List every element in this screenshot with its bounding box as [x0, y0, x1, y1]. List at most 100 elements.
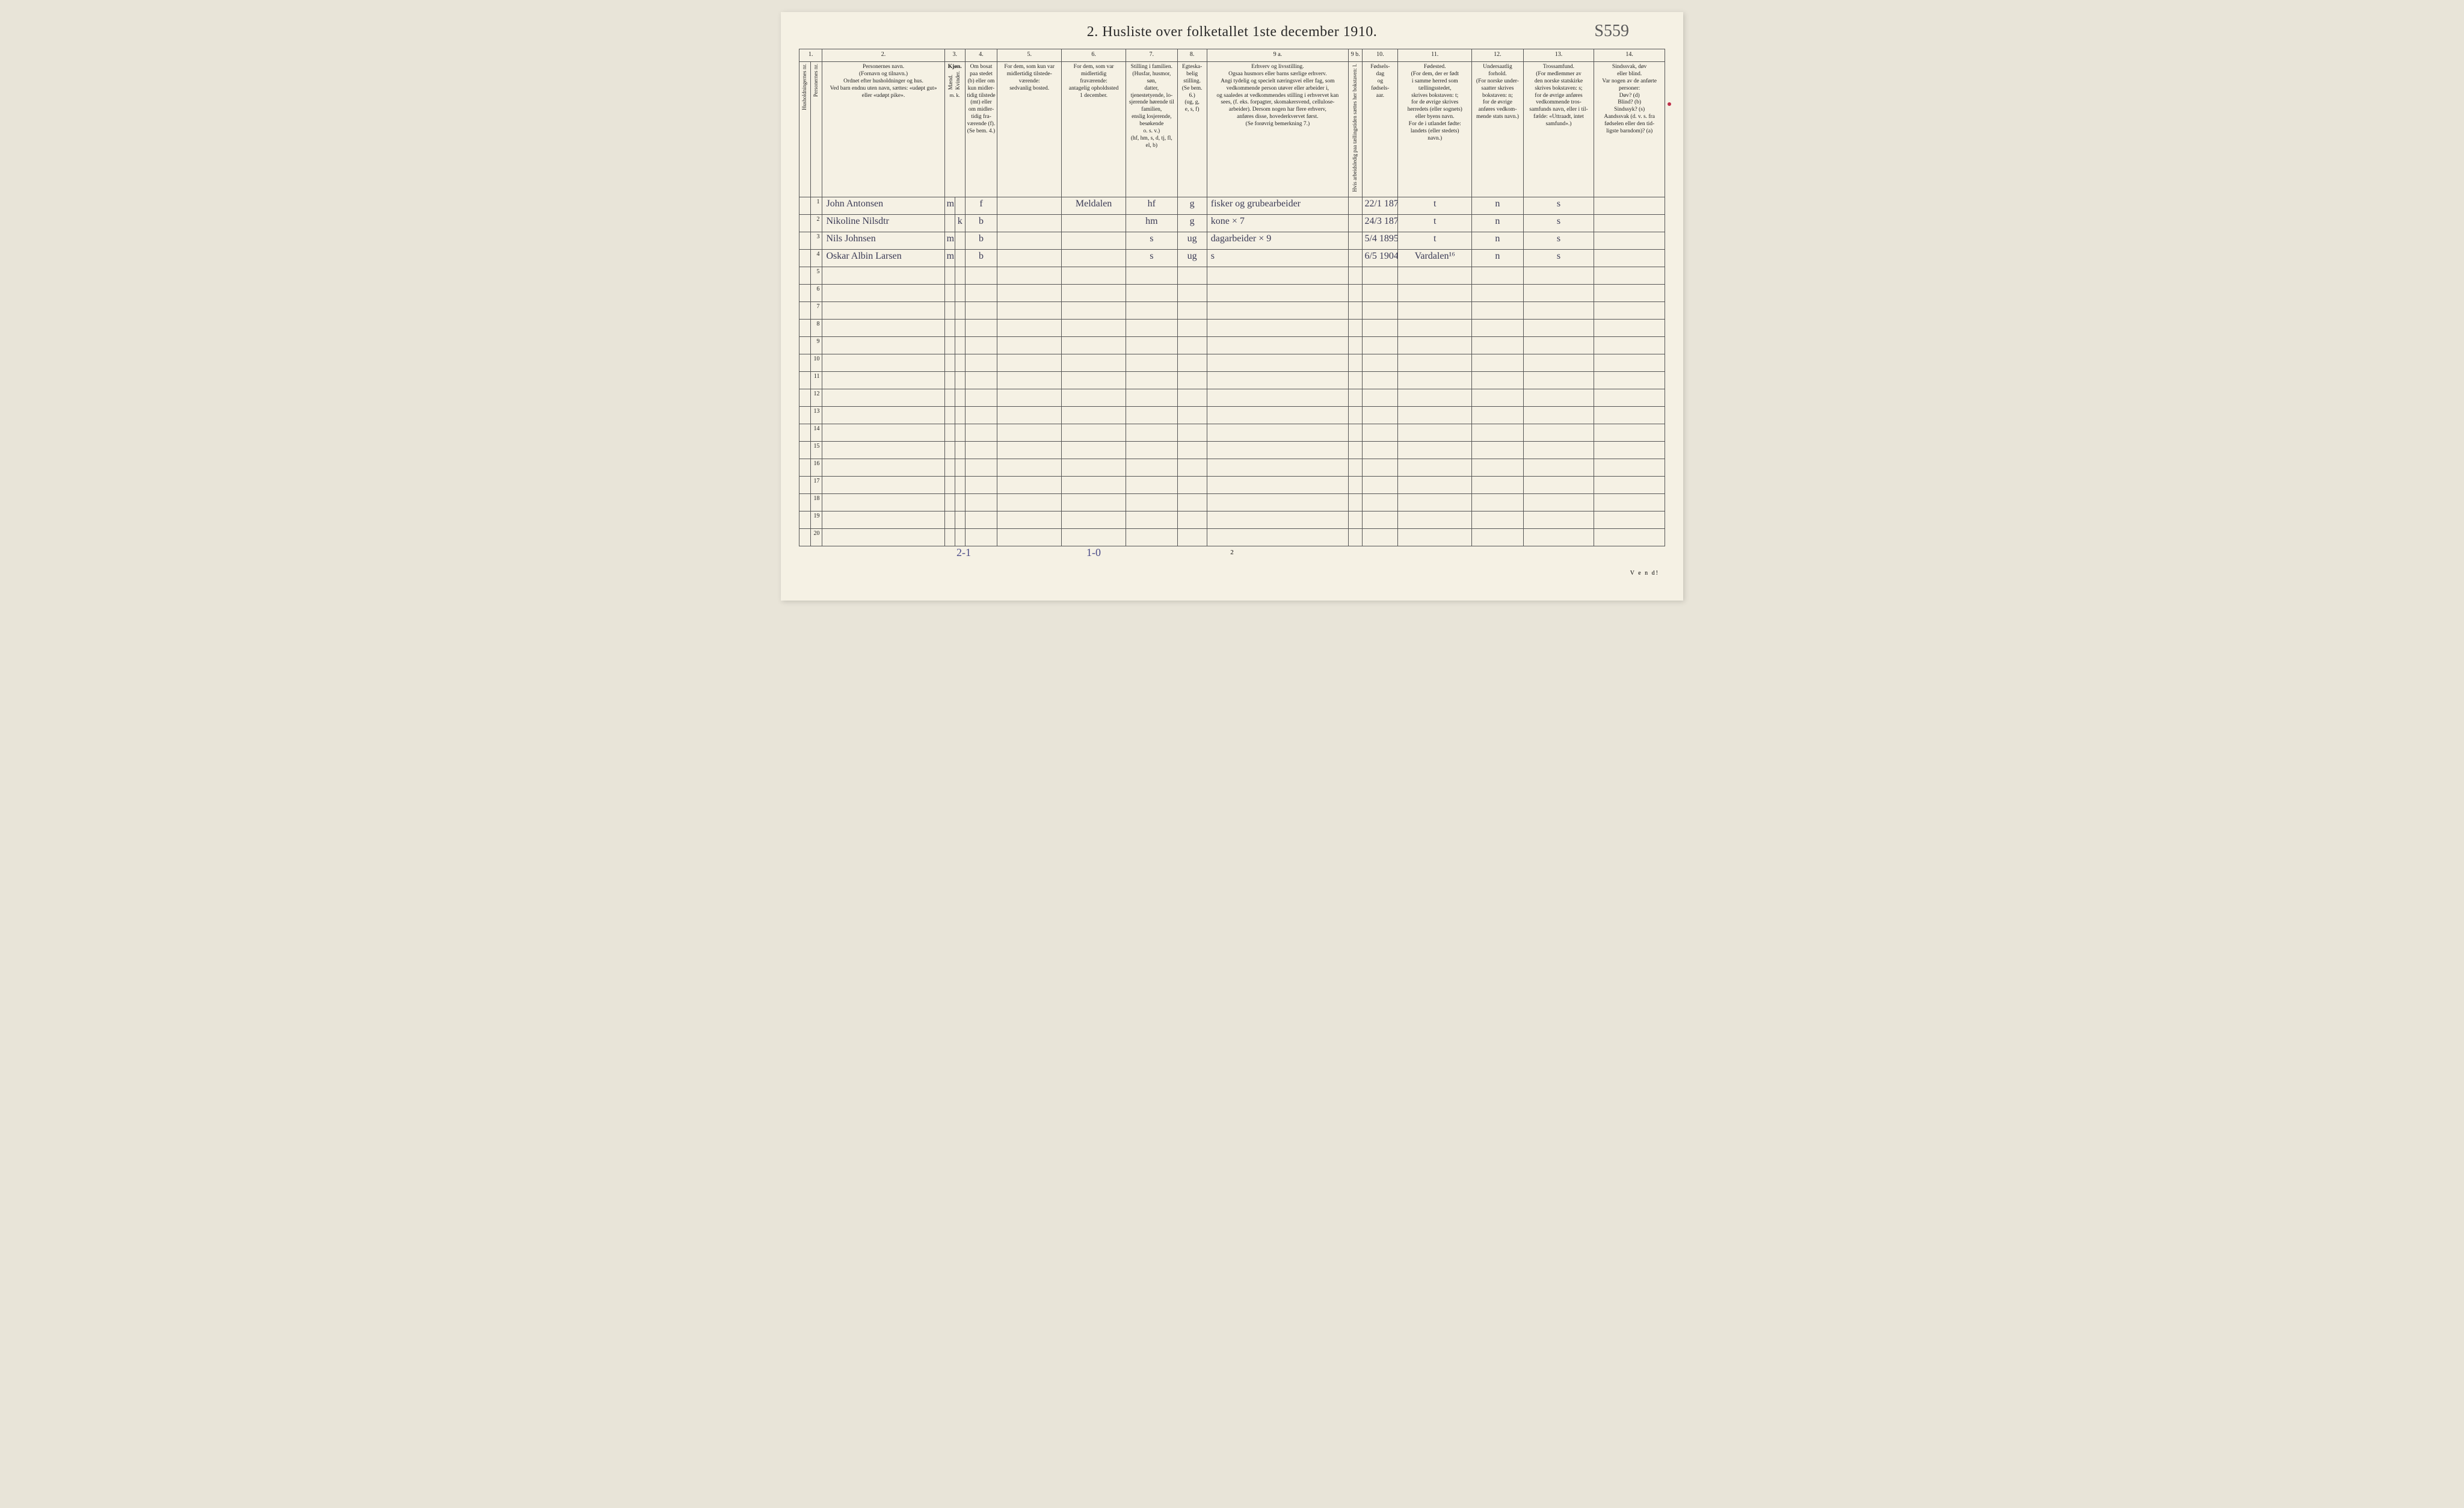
cell: m — [944, 197, 955, 214]
table-row: 1John AntonsenmfMeldalenhfgfisker og gru… — [799, 197, 1665, 214]
cell — [1207, 406, 1348, 424]
cell — [822, 354, 944, 371]
cell — [965, 493, 997, 511]
cell — [1594, 214, 1665, 232]
cell — [944, 371, 955, 389]
table-head: 1. 2. 3. 4. 5. 6. 7. 8. 9 a. 9 b. 10. 11… — [799, 49, 1665, 197]
cell: fisker og grubearbeider — [1207, 197, 1348, 214]
cell: n — [1472, 249, 1524, 267]
cell: 8 — [811, 319, 822, 336]
cell: 6/5 1904 — [1363, 249, 1398, 267]
cell — [799, 319, 811, 336]
cell — [1398, 476, 1472, 493]
table-row: 10 — [799, 354, 1665, 371]
cell — [1062, 354, 1126, 371]
cell: Meldalen — [1062, 197, 1126, 214]
cell — [955, 459, 965, 476]
cell — [1523, 493, 1594, 511]
cell — [965, 424, 997, 441]
cell: t — [1398, 197, 1472, 214]
cell — [955, 301, 965, 319]
cell — [799, 336, 811, 354]
cell — [997, 493, 1062, 511]
table-row: 2Nikoline Nilsdtrkbhmgkone × 724/3 1872t… — [799, 214, 1665, 232]
table-row: 17 — [799, 476, 1665, 493]
cell — [1126, 476, 1178, 493]
hdr-11: Fødested. (For dem, der er født i samme … — [1398, 62, 1472, 197]
cell — [1398, 441, 1472, 459]
cell: b — [965, 232, 997, 249]
hdr-8-label: Egteska- belig stilling. (Se bem. 6.) (u… — [1182, 64, 1203, 113]
cell: ug — [1177, 249, 1207, 267]
cell — [997, 441, 1062, 459]
cell — [1523, 528, 1594, 546]
cell — [1523, 319, 1594, 336]
colnum-2: 2. — [822, 49, 944, 62]
cell — [1126, 336, 1178, 354]
cell — [1523, 371, 1594, 389]
cell: Nils Johnsen — [822, 232, 944, 249]
cell — [1062, 214, 1126, 232]
cell — [1363, 354, 1398, 371]
cell — [997, 389, 1062, 406]
cell — [944, 441, 955, 459]
cell — [955, 371, 965, 389]
cell — [1348, 354, 1363, 371]
cell — [1207, 336, 1348, 354]
cell — [1472, 389, 1524, 406]
cell: t — [1398, 214, 1472, 232]
hdr-9b-label: Hvis arbeidsledig paa tællingstiden sætt… — [1352, 64, 1358, 192]
cell — [1363, 319, 1398, 336]
cell: g — [1177, 197, 1207, 214]
cell — [1472, 528, 1524, 546]
cell — [1177, 424, 1207, 441]
cell — [1363, 511, 1398, 528]
cell — [997, 336, 1062, 354]
cell — [1062, 232, 1126, 249]
cell — [1126, 424, 1178, 441]
hdr-6: For dem, som var midlertidig fraværende:… — [1062, 62, 1126, 197]
cell — [822, 493, 944, 511]
cell: s — [1126, 232, 1178, 249]
cell — [1207, 441, 1348, 459]
cell — [1594, 459, 1665, 476]
cell — [1594, 441, 1665, 459]
cell — [1594, 232, 1665, 249]
cell — [1472, 354, 1524, 371]
cell — [955, 493, 965, 511]
cell — [965, 301, 997, 319]
cell — [1348, 197, 1363, 214]
red-dot-mark — [1668, 102, 1671, 106]
cell — [822, 301, 944, 319]
cell — [1348, 511, 1363, 528]
cell — [1126, 319, 1178, 336]
cell — [955, 249, 965, 267]
cell — [965, 319, 997, 336]
cell: 17 — [811, 476, 822, 493]
hdr-12: Undersaatlig forhold. (For norske under-… — [1472, 62, 1524, 197]
cell — [1472, 476, 1524, 493]
cell — [1348, 476, 1363, 493]
cell — [997, 406, 1062, 424]
cell — [1177, 389, 1207, 406]
cell: dagarbeider × 9 — [1207, 232, 1348, 249]
cell — [1594, 249, 1665, 267]
hdr-4-label: Om bosat paa stedet (b) eller om kun mid… — [967, 64, 995, 134]
cell — [1126, 284, 1178, 301]
cell — [997, 232, 1062, 249]
cell — [997, 301, 1062, 319]
page-number-bottom: 2 — [1124, 549, 1340, 559]
colnum-9b: 9 b. — [1348, 49, 1363, 62]
table-row: 14 — [799, 424, 1665, 441]
cell — [799, 476, 811, 493]
cell — [1207, 493, 1348, 511]
cell — [1062, 441, 1126, 459]
cell — [965, 441, 997, 459]
cell — [1363, 441, 1398, 459]
hdr-10: Fødsels- dag og fødsels- aar. — [1363, 62, 1398, 197]
cell — [1348, 389, 1363, 406]
hdr-13-label: Trossamfund. (For medlemmer av den norsk… — [1529, 64, 1588, 127]
cell — [955, 511, 965, 528]
cell — [997, 197, 1062, 214]
cell — [965, 267, 997, 284]
